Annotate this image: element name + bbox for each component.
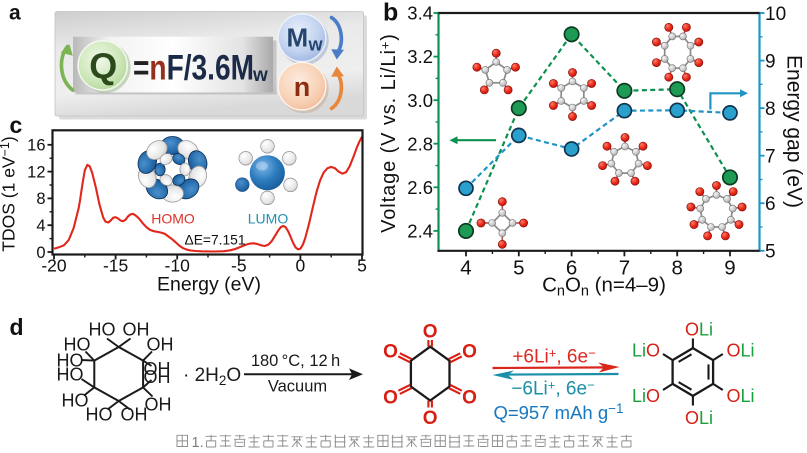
svg-text:ΔE=7.151: ΔE=7.151 (184, 233, 245, 248)
svg-text:c: c (10, 112, 23, 138)
svg-text:180 °C, 12 h: 180 °C, 12 h (251, 352, 340, 370)
svg-text:3.4: 3.4 (407, 3, 433, 24)
svg-text:5: 5 (357, 256, 367, 276)
svg-text:LUMO: LUMO (248, 211, 289, 227)
svg-text:2.8: 2.8 (407, 133, 433, 154)
svg-text:5: 5 (765, 242, 776, 263)
svg-text:6: 6 (765, 194, 776, 215)
svg-text:OH: OH (147, 335, 174, 355)
svg-text:OH: OH (123, 320, 150, 340)
svg-text:d: d (10, 314, 24, 340)
svg-text:OH: OH (145, 395, 172, 415)
svg-text:Voltage (V vs. Li/Li+): Voltage (V vs. Li/Li+) (378, 33, 401, 233)
svg-text:HO: HO (86, 405, 113, 425)
svg-text:=nF/3.6M: =nF/3.6M (133, 49, 254, 88)
svg-text:TDOS (1 eV−1): TDOS (1 eV−1) (0, 136, 19, 251)
svg-text:OLi: OLi (685, 408, 713, 428)
svg-text:−6Li+, 6e−: −6Li+, 6e− (511, 378, 594, 400)
svg-text:· 2H2O: · 2H2O (183, 365, 241, 388)
svg-text:O: O (462, 388, 477, 409)
svg-text:4: 4 (36, 217, 45, 235)
svg-text:10: 10 (765, 4, 786, 25)
svg-text:OLi: OLi (727, 386, 755, 406)
svg-text:b: b (383, 0, 398, 27)
svg-text:-10: -10 (165, 256, 191, 276)
svg-text:Vacuum: Vacuum (268, 378, 327, 396)
svg-text:OH: OH (144, 367, 171, 387)
svg-text:O: O (423, 322, 438, 343)
svg-text:HO: HO (89, 320, 116, 340)
svg-text:2.6: 2.6 (407, 177, 433, 198)
svg-text:9: 9 (724, 257, 735, 280)
svg-text:OH: OH (144, 359, 171, 379)
svg-text:w: w (308, 35, 324, 55)
svg-text:Q: Q (89, 46, 117, 87)
svg-text:3.2: 3.2 (407, 46, 433, 67)
svg-text:O: O (423, 408, 438, 429)
svg-text:1.: 1. (192, 435, 204, 451)
svg-text:LiO: LiO (632, 386, 660, 406)
svg-text:LiO: LiO (632, 341, 660, 361)
svg-text:9: 9 (765, 51, 776, 72)
svg-text:16: 16 (27, 137, 45, 155)
svg-text:OH: OH (121, 405, 148, 425)
svg-text:4: 4 (460, 257, 471, 280)
svg-text:HO: HO (57, 351, 84, 371)
svg-text:5: 5 (513, 257, 524, 280)
svg-text:O: O (462, 342, 477, 363)
svg-text:7: 7 (765, 147, 776, 168)
svg-text:+6Li+, 6e−: +6Li+, 6e− (512, 346, 595, 368)
svg-text:HOMO: HOMO (151, 211, 195, 227)
svg-text:O: O (383, 342, 398, 363)
svg-text:Q=957 mAh g−1: Q=957 mAh g−1 (493, 401, 623, 423)
svg-text:HO: HO (64, 335, 91, 355)
svg-text:n: n (294, 72, 311, 102)
svg-text:7: 7 (619, 257, 630, 280)
svg-text:-20: -20 (41, 256, 67, 276)
svg-text:8: 8 (765, 99, 776, 120)
svg-text:12: 12 (27, 163, 45, 181)
svg-text:-15: -15 (103, 256, 128, 276)
svg-text:8: 8 (36, 190, 45, 208)
svg-text:CnOn (n=4–9): CnOn (n=4–9) (542, 274, 666, 300)
svg-text:3.0: 3.0 (407, 90, 433, 111)
svg-text:OLi: OLi (685, 320, 713, 340)
svg-text:OLi: OLi (727, 341, 755, 361)
svg-text:Energy (eV): Energy (eV) (157, 274, 261, 296)
svg-text:0: 0 (36, 244, 45, 262)
svg-text:HO: HO (57, 365, 84, 385)
svg-text:w: w (252, 65, 268, 86)
svg-text:Energy gap (eV): Energy gap (eV) (783, 55, 806, 208)
svg-text:M: M (287, 23, 309, 53)
svg-text:O: O (383, 388, 398, 409)
svg-text:HO: HO (62, 391, 89, 411)
svg-text:a: a (9, 2, 21, 25)
svg-text:0: 0 (296, 256, 306, 276)
svg-text:-5: -5 (231, 256, 247, 276)
svg-text:2.4: 2.4 (407, 221, 433, 242)
svg-text:8: 8 (671, 257, 682, 280)
svg-text:6: 6 (566, 257, 577, 280)
